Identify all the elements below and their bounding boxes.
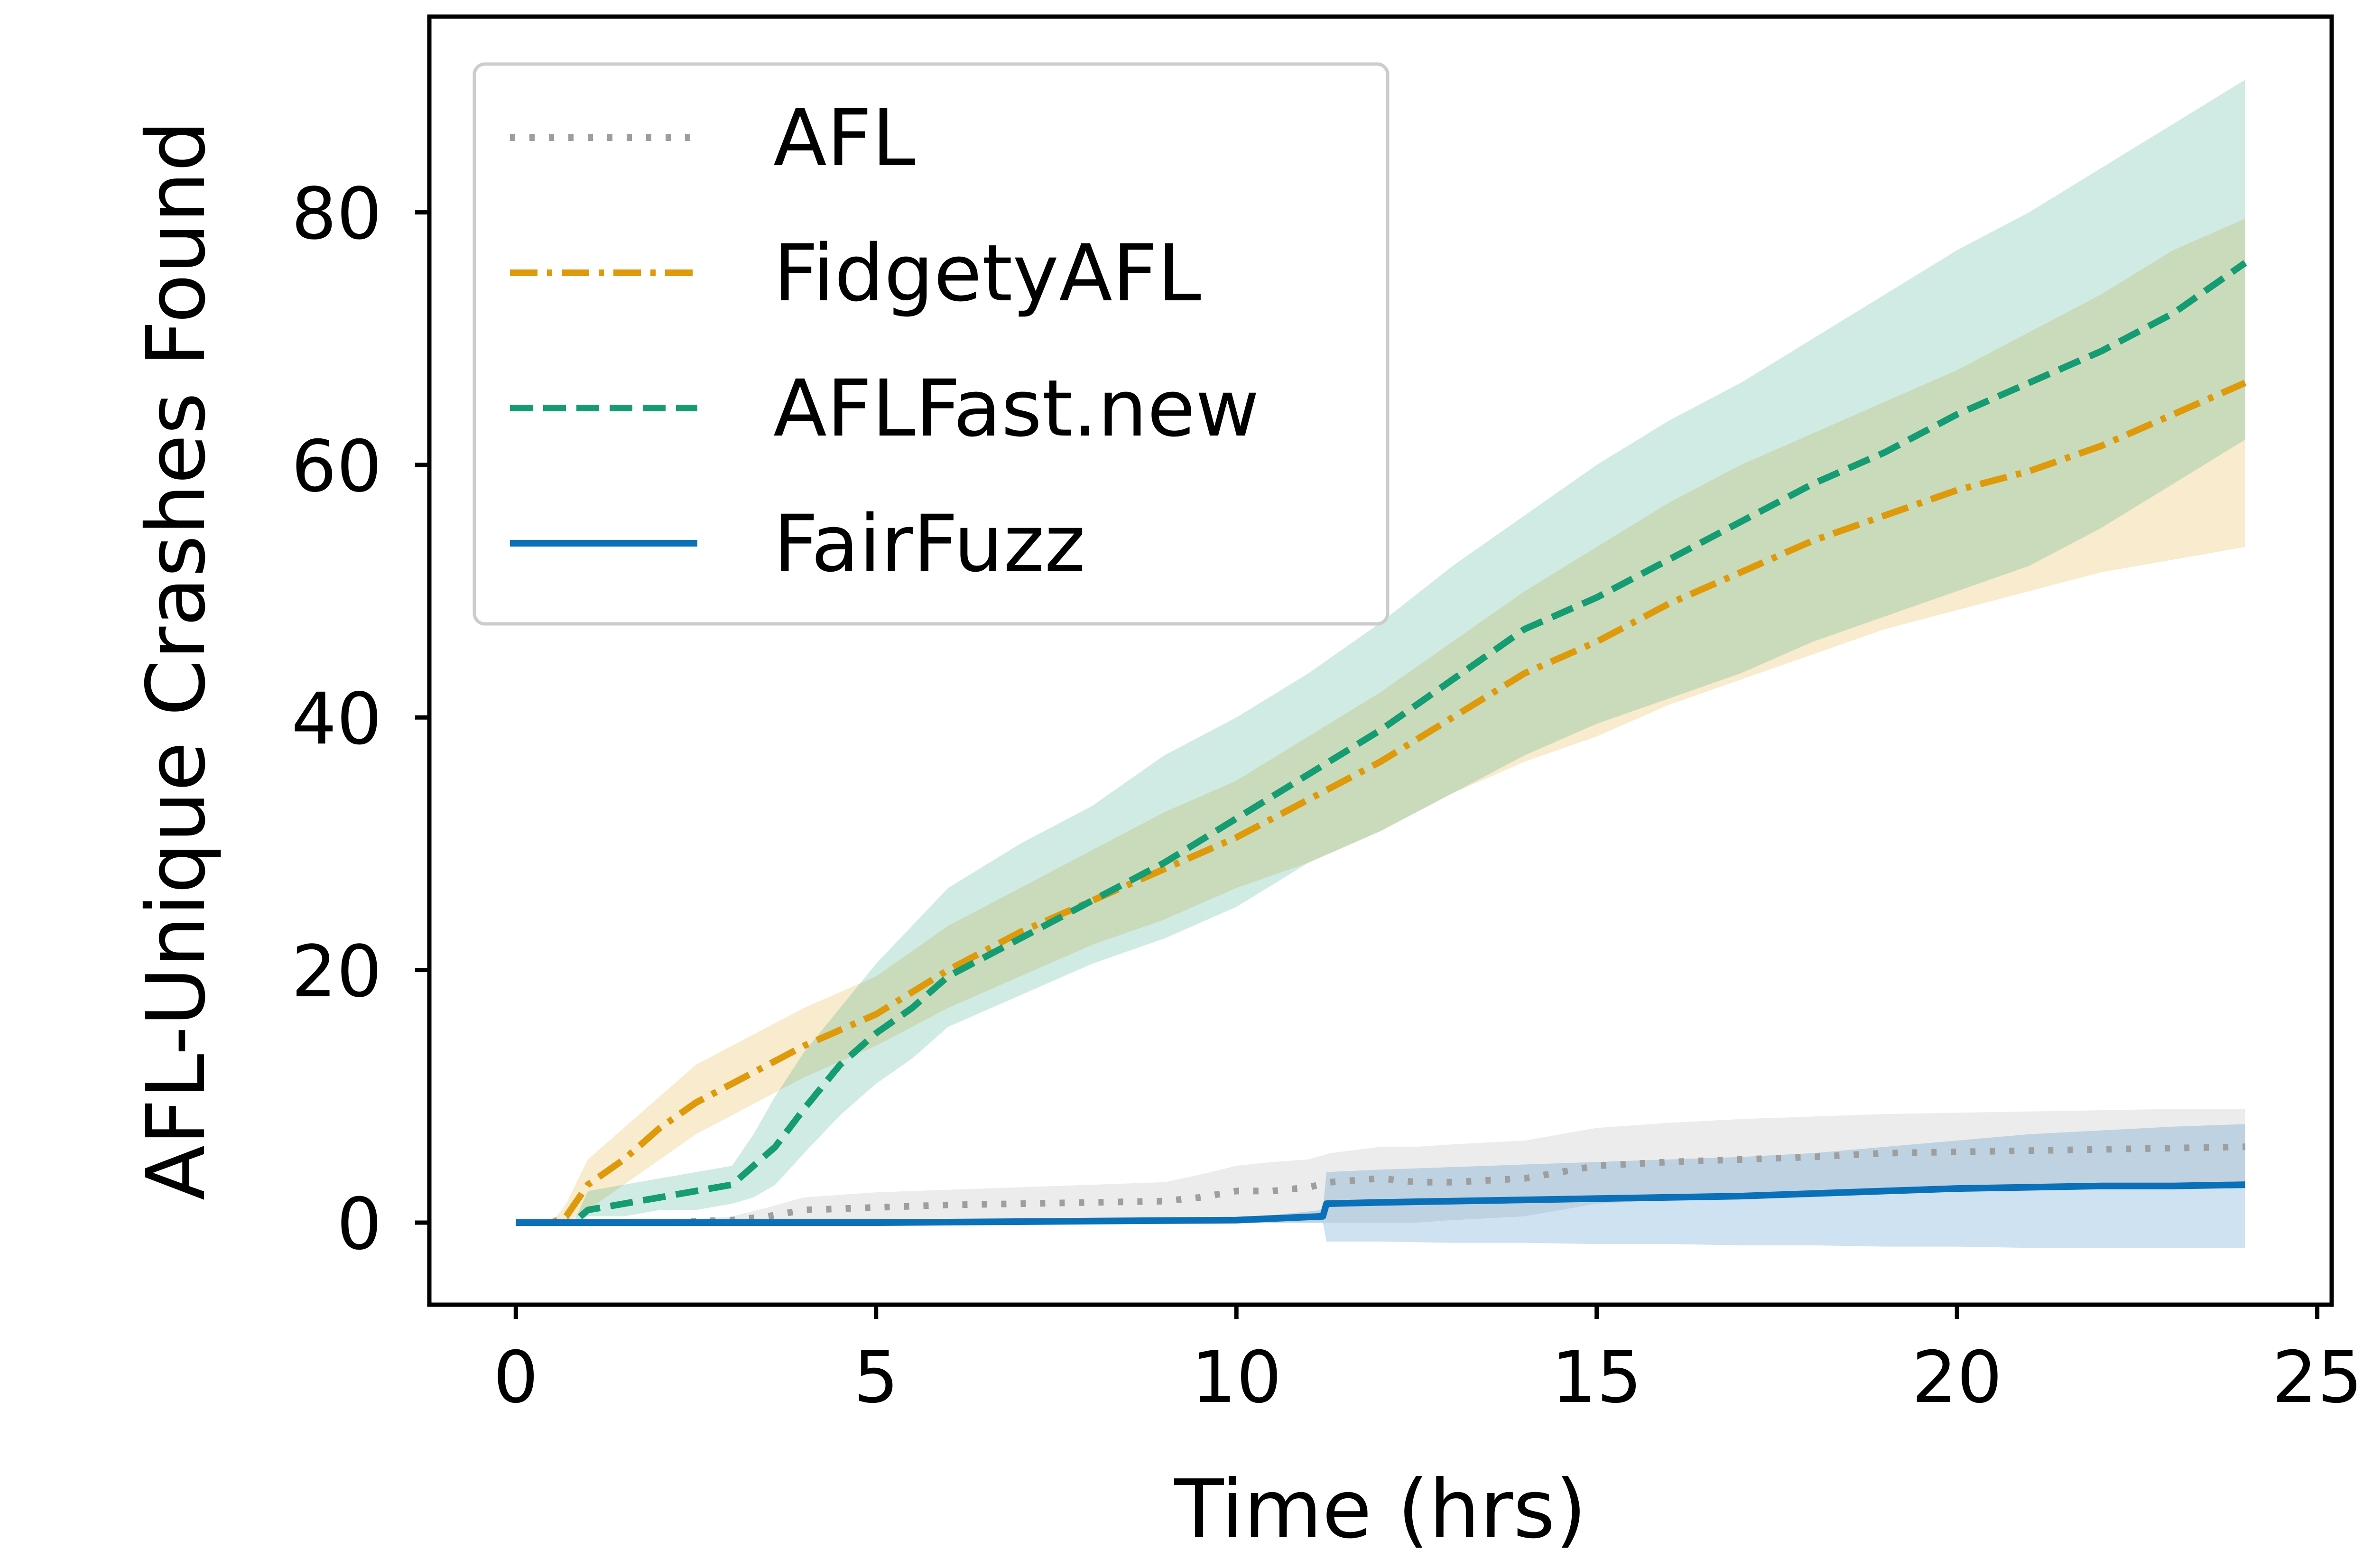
y-tick-label: 80 [291, 173, 382, 256]
x-tick-label: 25 [2272, 1336, 2363, 1419]
x-axis: 0 5 10 15 20 25 [493, 1305, 2363, 1419]
legend-item-afl: AFL [510, 93, 916, 184]
band-aflfast-new [516, 80, 2245, 1223]
y-axis: 0 20 40 60 80 [291, 173, 429, 1266]
y-tick-label: 20 [291, 931, 382, 1013]
legend-item-aflfast-new: AFLFast.new [510, 363, 1260, 454]
line-fairfuzz [516, 1181, 2245, 1226]
y-axis-label: AFL-Unique Crashes Found [130, 121, 223, 1200]
plot-frame [427, 14, 2334, 1307]
legend-item-fidgetyafl: FidgetyAFL [510, 228, 1201, 319]
series-lines [516, 260, 2247, 1226]
y-tick-label: 60 [291, 426, 382, 508]
y-tick-label: 0 [337, 1183, 382, 1266]
legend-label: FidgetyAFL [773, 228, 1201, 319]
band-fidgetyafl [516, 218, 2245, 1223]
x-tick-label: 5 [853, 1336, 899, 1419]
x-tick-label: 0 [493, 1336, 538, 1419]
x-tick-label: 20 [1912, 1336, 2002, 1419]
y-tick-label: 40 [291, 678, 382, 761]
x-tick-label: 15 [1551, 1336, 1642, 1419]
x-tick-label: 10 [1191, 1336, 1282, 1419]
legend-label: AFL [773, 93, 916, 184]
legend-box [473, 62, 1390, 626]
legend-label: AFLFast.new [773, 363, 1260, 454]
legend: AFL FidgetyAFL AFLFast.new FairFuzz [473, 62, 1390, 626]
line-fidgetyafl [516, 380, 2247, 1226]
legend-label: FairFuzz [773, 498, 1085, 589]
x-axis-label: Time (hrs) [1174, 1463, 1587, 1557]
legend-item-fairfuzz: FairFuzz [510, 498, 1085, 589]
band-fairfuzz [516, 1124, 2245, 1248]
